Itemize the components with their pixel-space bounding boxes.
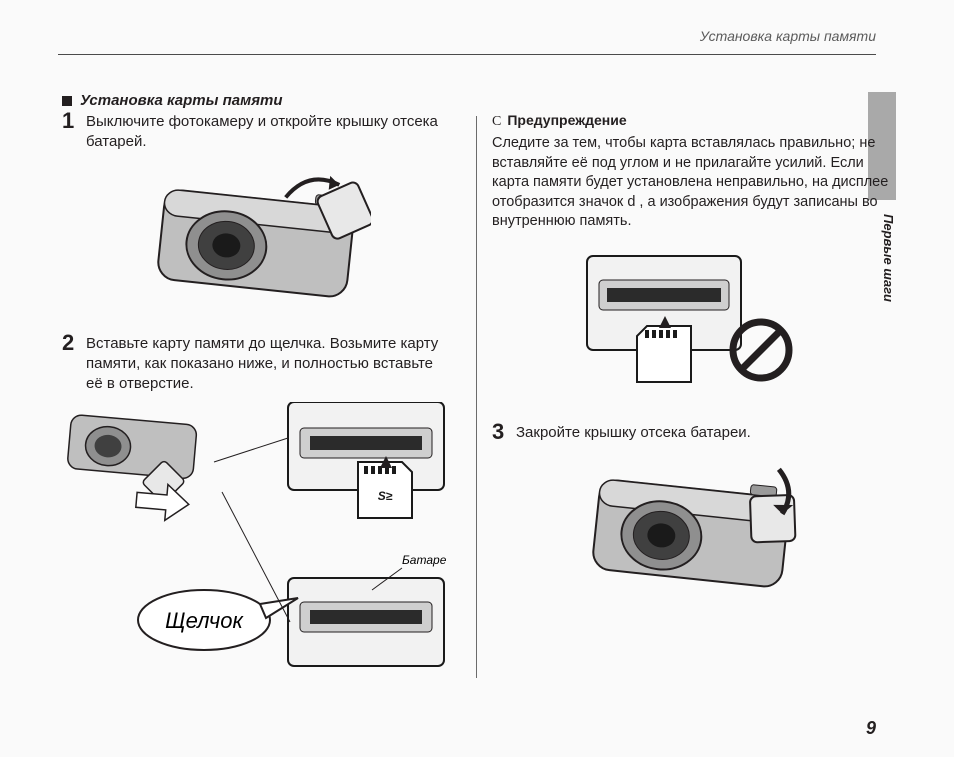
step-number: 3	[492, 421, 508, 443]
figure-wrong-insert	[492, 250, 890, 405]
camera-close-cover-icon	[576, 451, 806, 601]
figure-step-1	[62, 161, 450, 316]
step-title: Выключите фотокамеру и откройте крышку о…	[86, 113, 438, 150]
section-title: Установка карты памяти	[80, 92, 283, 109]
step-body: Закройте крышку отсека батареи.	[516, 423, 751, 443]
right-column: C Предупреждение Следите за тем, чтобы ка…	[492, 112, 890, 624]
camera-open-cover-icon	[141, 161, 371, 311]
running-head: Установка карты памяти	[700, 28, 876, 44]
step-number: 2	[62, 332, 78, 395]
wrong-orientation-icon	[581, 250, 801, 400]
square-bullet-icon	[62, 96, 72, 106]
header-rule	[58, 54, 876, 55]
warning-heading-text: Предупреждение	[507, 112, 626, 128]
column-divider	[476, 116, 477, 678]
warning-body: Следите за тем, чтобы карта вставлялась …	[492, 134, 890, 232]
step-number: 1	[62, 110, 78, 153]
click-bubble-label: Щелчок	[165, 608, 244, 633]
left-column: 1 Выключите фотокамеру и откройте крышку…	[62, 112, 450, 693]
figure-step-3	[492, 451, 890, 606]
section-title-row: Установка карты памяти	[62, 92, 283, 109]
page-number: 9	[866, 718, 876, 739]
figure-step-2: S≥ Батарея	[66, 402, 450, 675]
step-3: 3 Закройте крышку отсека батареи.	[492, 423, 890, 443]
manual-page: Установка карты памяти Первые шаги Устан…	[58, 0, 896, 757]
caution-glyph-icon: C	[492, 114, 501, 129]
step-1: 1 Выключите фотокамеру и откройте крышку…	[62, 112, 450, 153]
battery-label: Батарея	[402, 553, 446, 567]
step-body: Вставьте карту памяти до щелчка. Возьмит…	[86, 334, 450, 395]
step-body: Выключите фотокамеру и откройте крышку о…	[86, 112, 450, 153]
insert-card-diagram-icon: S≥ Батарея	[66, 402, 446, 670]
step-title: Вставьте карту памяти до щелчка.	[86, 335, 326, 352]
warning-heading: C Предупреждение	[492, 112, 890, 130]
step-title: Закройте крышку отсека батареи.	[516, 424, 751, 441]
step-2: 2 Вставьте карту памяти до щелчка. Возьм…	[62, 334, 450, 395]
svg-text:S≥: S≥	[378, 489, 393, 503]
